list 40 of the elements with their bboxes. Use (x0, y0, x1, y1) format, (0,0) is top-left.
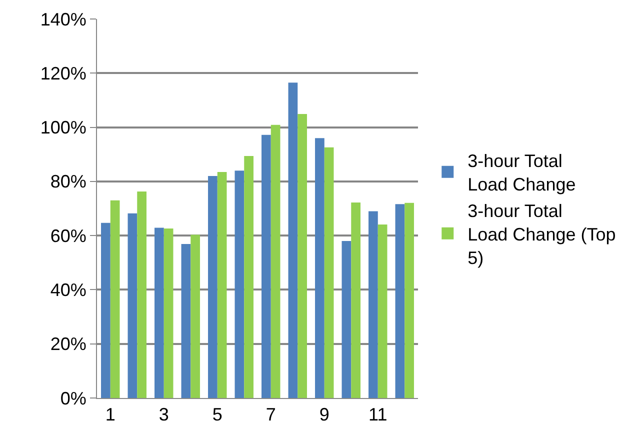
bar (351, 202, 360, 398)
bar (208, 176, 218, 398)
bar (342, 240, 352, 398)
y-tick-label: 60% (50, 226, 86, 246)
bar (164, 228, 174, 398)
x-tick-label: 9 (319, 404, 330, 425)
bar (110, 200, 120, 398)
bar (288, 82, 298, 398)
bar (315, 138, 324, 398)
x-tick-label: 7 (266, 404, 276, 425)
y-tick-label: 140% (40, 9, 86, 30)
bar (137, 191, 146, 398)
bar (378, 224, 388, 398)
x-tick-label: 5 (212, 404, 222, 425)
legend-label: 3-hour Total Load Change (Top 5) (468, 201, 616, 268)
bar (395, 204, 405, 398)
bar (244, 156, 254, 398)
x-tick-label: 3 (158, 404, 169, 425)
y-tick-label: 20% (50, 334, 86, 354)
x-tick-label: 1 (105, 404, 116, 425)
y-tick-label: 0% (60, 388, 86, 408)
bar (234, 170, 244, 398)
bar (128, 213, 138, 398)
bar (154, 228, 164, 398)
legend-label: 3-hour Total Load Change (468, 151, 576, 195)
bar (270, 124, 280, 398)
bar (404, 202, 414, 398)
y-tick-label: 120% (40, 63, 86, 84)
bar (190, 234, 200, 398)
y-tick-label: 40% (50, 280, 86, 300)
y-tick-label: 80% (50, 172, 86, 192)
bar (324, 147, 334, 398)
bar (368, 211, 378, 398)
y-tick-label: 100% (40, 118, 86, 138)
bar (217, 172, 227, 398)
bar (101, 222, 110, 398)
bar (181, 244, 191, 398)
bar (298, 114, 307, 398)
x-tick-label: 11 (368, 404, 388, 425)
bar (262, 134, 271, 398)
